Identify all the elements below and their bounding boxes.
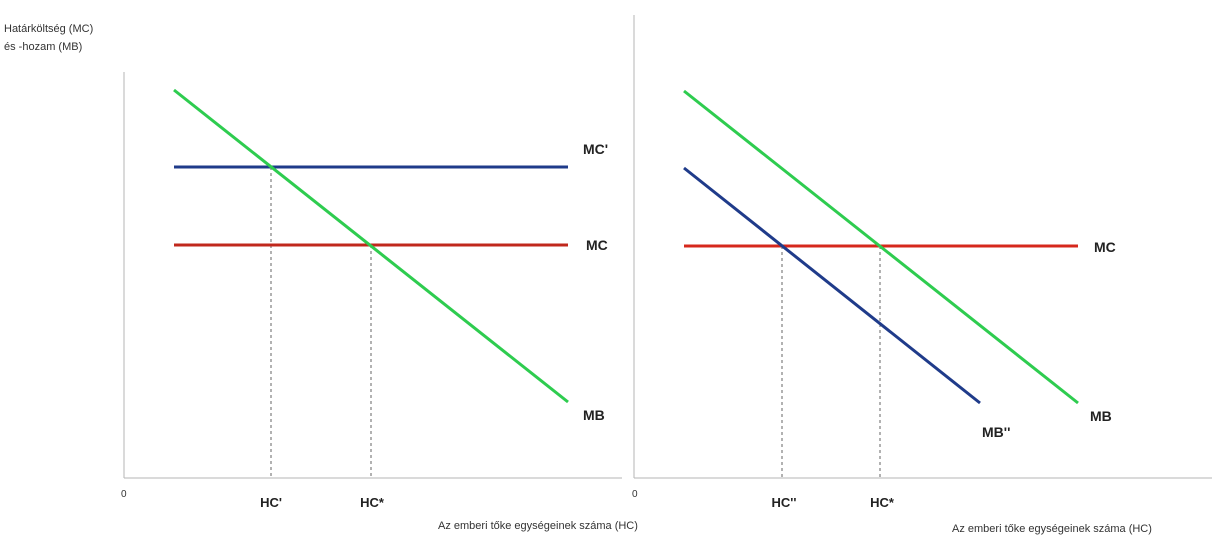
right-label-mc: MC bbox=[1094, 239, 1116, 255]
right-label-mb: MB bbox=[1090, 408, 1112, 424]
y-axis-title-line1: Határköltség (MC) bbox=[4, 23, 93, 35]
left-tick-hc-prime: HC' bbox=[260, 495, 282, 510]
left-panel: MC' MC MB 0 HC' HC* Az emberi tőke egysé… bbox=[121, 72, 638, 532]
right-tick-hc-star: HC* bbox=[870, 495, 895, 510]
left-tick-hc-star: HC* bbox=[360, 495, 385, 510]
right-tick-hc-dprime: HC'' bbox=[772, 495, 797, 510]
left-label-mc: MC bbox=[586, 237, 608, 253]
left-label-mb: MB bbox=[583, 407, 605, 423]
right-mb-line bbox=[683, 89, 1079, 405]
left-origin-label: 0 bbox=[121, 489, 127, 500]
left-mb-line bbox=[173, 88, 569, 404]
right-label-mb-dprime: MB'' bbox=[982, 424, 1010, 440]
right-x-axis-title: Az emberi tőke egységeinek száma (HC) bbox=[952, 523, 1152, 535]
y-axis-title-line2: és -hozam (MB) bbox=[4, 41, 82, 53]
left-label-mc-prime: MC' bbox=[583, 141, 608, 157]
right-mb-dprime-line bbox=[683, 166, 981, 405]
right-panel: MC MB MB'' 0 HC'' HC* Az emberi tőke egy… bbox=[632, 15, 1212, 535]
left-x-axis-title: Az emberi tőke egységeinek száma (HC) bbox=[438, 520, 638, 532]
right-origin-label: 0 bbox=[632, 489, 638, 500]
